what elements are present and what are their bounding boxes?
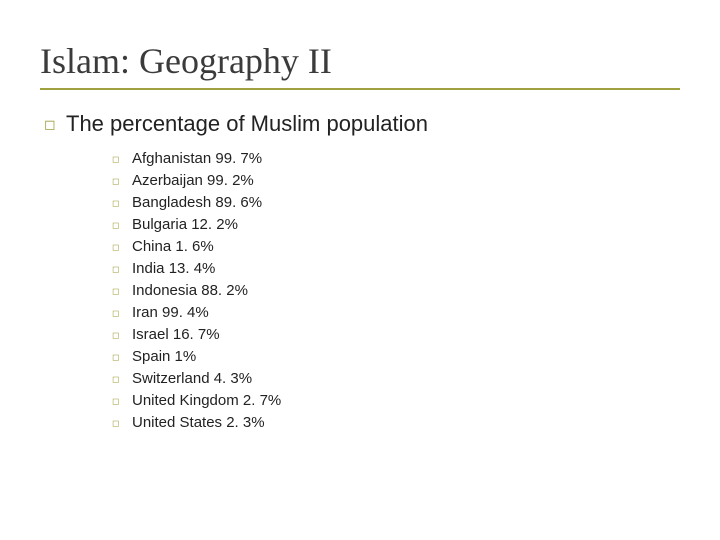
square-bullet-icon: ◻ <box>112 412 132 434</box>
list-item: ◻ India 13. 4% <box>112 258 680 280</box>
list-item: ◻ Iran 99. 4% <box>112 302 680 324</box>
list-item-label: United Kingdom 2. 7% <box>132 390 281 412</box>
list-item: ◻ United States 2. 3% <box>112 412 680 434</box>
list-item: ◻ Spain 1% <box>112 346 680 368</box>
list-item: ◻ Bangladesh 89. 6% <box>112 192 680 214</box>
list-item-label: Bulgaria 12. 2% <box>132 214 238 236</box>
square-bullet-icon: ◻ <box>112 368 132 390</box>
list-item: ◻ United Kingdom 2. 7% <box>112 390 680 412</box>
square-bullet-icon: ◻ <box>112 346 132 368</box>
list-item-label: Bangladesh 89. 6% <box>132 192 262 214</box>
main-bullet-text: The percentage of Muslim population <box>66 110 428 138</box>
square-bullet-icon: ◻ <box>44 110 66 138</box>
square-bullet-icon: ◻ <box>112 214 132 236</box>
slide-title: Islam: Geography II <box>40 40 680 90</box>
sub-bullet-list: ◻ Afghanistan 99. 7% ◻ Azerbaijan 99. 2%… <box>112 148 680 434</box>
list-item-label: Afghanistan 99. 7% <box>132 148 262 170</box>
slide-body: ◻ The percentage of Muslim population ◻ … <box>40 110 680 434</box>
square-bullet-icon: ◻ <box>112 170 132 192</box>
list-item-label: United States 2. 3% <box>132 412 265 434</box>
square-bullet-icon: ◻ <box>112 258 132 280</box>
list-item: ◻ Afghanistan 99. 7% <box>112 148 680 170</box>
list-item-label: India 13. 4% <box>132 258 215 280</box>
list-item-label: Azerbaijan 99. 2% <box>132 170 254 192</box>
square-bullet-icon: ◻ <box>112 280 132 302</box>
list-item-label: Spain 1% <box>132 346 196 368</box>
list-item-label: Switzerland 4. 3% <box>132 368 252 390</box>
square-bullet-icon: ◻ <box>112 390 132 412</box>
square-bullet-icon: ◻ <box>112 324 132 346</box>
list-item: ◻ Switzerland 4. 3% <box>112 368 680 390</box>
list-item-label: China 1. 6% <box>132 236 214 258</box>
square-bullet-icon: ◻ <box>112 236 132 258</box>
square-bullet-icon: ◻ <box>112 302 132 324</box>
list-item-label: Iran 99. 4% <box>132 302 209 324</box>
list-item: ◻ Indonesia 88. 2% <box>112 280 680 302</box>
list-item: ◻ China 1. 6% <box>112 236 680 258</box>
main-bullet: ◻ The percentage of Muslim population <box>44 110 680 138</box>
list-item: ◻ Bulgaria 12. 2% <box>112 214 680 236</box>
square-bullet-icon: ◻ <box>112 148 132 170</box>
square-bullet-icon: ◻ <box>112 192 132 214</box>
list-item-label: Israel 16. 7% <box>132 324 220 346</box>
list-item-label: Indonesia 88. 2% <box>132 280 248 302</box>
slide: Islam: Geography II ◻ The percentage of … <box>0 0 720 540</box>
list-item: ◻ Israel 16. 7% <box>112 324 680 346</box>
list-item: ◻ Azerbaijan 99. 2% <box>112 170 680 192</box>
